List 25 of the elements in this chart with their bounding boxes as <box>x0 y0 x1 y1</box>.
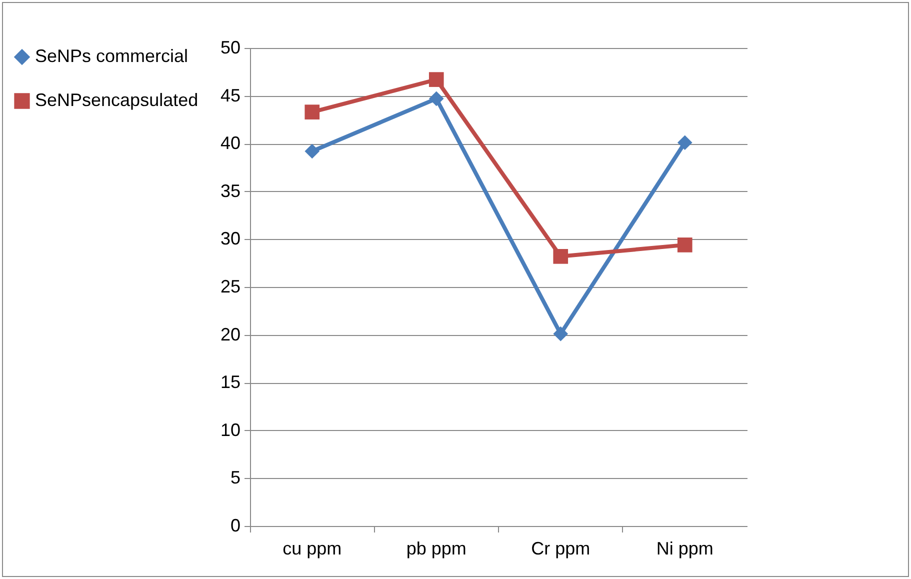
y-tick-label: 10 <box>220 420 240 440</box>
x-tick-label: Ni ppm <box>656 538 714 558</box>
point <box>428 91 444 106</box>
point <box>304 104 320 120</box>
y-tick-label: 15 <box>220 372 240 392</box>
y-tick-label: 50 <box>220 38 240 58</box>
y-tick-label: 30 <box>220 228 240 249</box>
y-tick-label: 20 <box>220 324 240 344</box>
x-tick-label: pb ppm <box>406 538 466 558</box>
x-tick-label: Cr ppm <box>531 538 590 558</box>
x-tick-label: cu ppm <box>282 538 342 558</box>
y-tick-label: 5 <box>230 468 240 488</box>
point <box>553 248 568 264</box>
point <box>677 238 692 252</box>
y-tick-label: 35 <box>220 180 240 201</box>
legend-label: SeNPsencapsulated <box>35 90 198 110</box>
point <box>677 135 692 150</box>
y-tick-label: 25 <box>220 276 240 296</box>
point <box>428 72 444 87</box>
point <box>304 144 320 159</box>
legend-label: SeNPs commercial <box>35 46 188 66</box>
point <box>553 326 568 342</box>
y-tick-label: 0 <box>230 516 240 536</box>
y-tick-label: 40 <box>220 133 240 154</box>
y-tick-label: 45 <box>220 85 240 106</box>
